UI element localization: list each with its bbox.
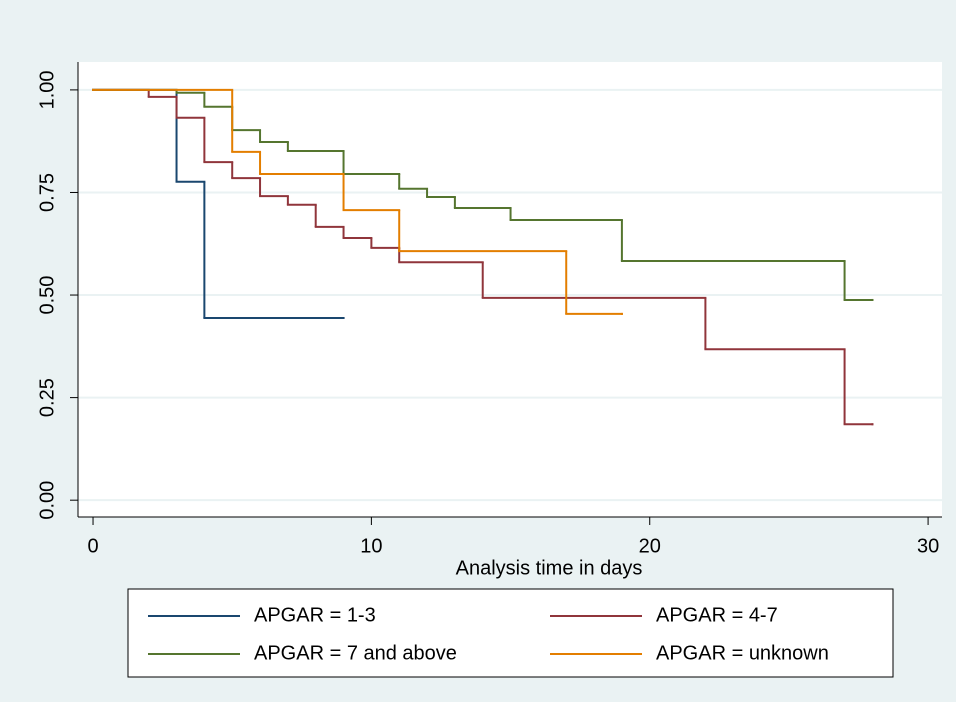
x-tick-label: 20: [639, 535, 661, 557]
legend-box: [127, 588, 894, 678]
plot-area: [78, 62, 942, 517]
x-tick-label: 30: [917, 535, 939, 557]
y-tick-label: 1.00: [36, 70, 58, 109]
legend-label: APGAR = 4-7: [656, 604, 778, 626]
x-axis-title: Analysis time in days: [456, 557, 643, 579]
y-tick-label: 0.75: [36, 173, 58, 212]
y-tick-label: 0.25: [36, 378, 58, 417]
y-tick-label: 0.50: [36, 276, 58, 315]
y-tick-label: 0.00: [36, 481, 58, 520]
legend-label: APGAR = unknown: [656, 642, 829, 664]
x-tick-label: 0: [87, 535, 98, 557]
x-tick-label: 10: [360, 535, 382, 557]
legend-label: APGAR = 7 and above: [254, 642, 457, 664]
legend-label: APGAR = 1-3: [254, 604, 376, 626]
